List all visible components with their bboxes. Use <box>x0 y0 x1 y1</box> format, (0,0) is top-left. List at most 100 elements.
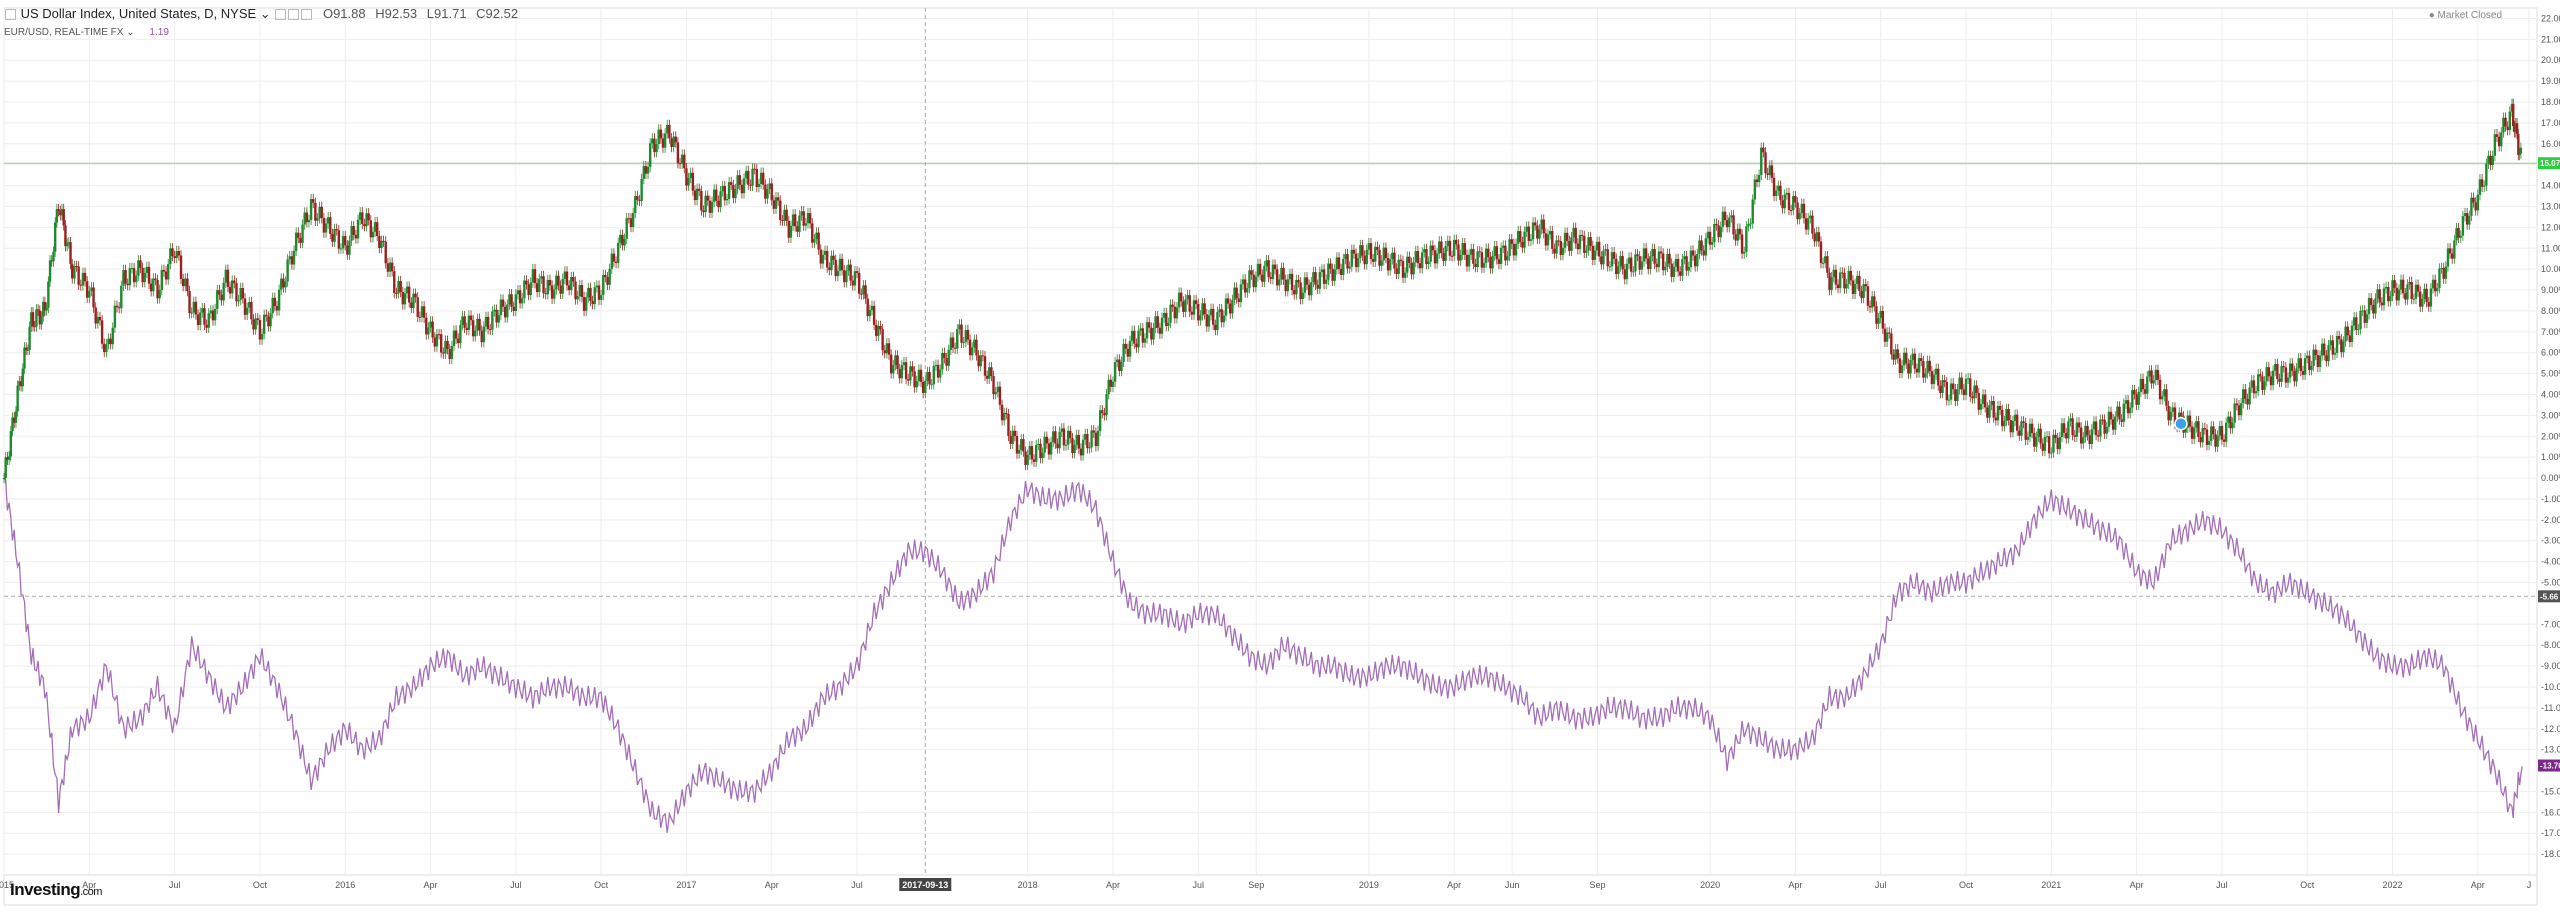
candle-body <box>2133 390 2136 395</box>
candle-body <box>1271 264 1275 279</box>
candle-body <box>376 222 379 237</box>
candle-body <box>2318 355 2322 367</box>
candle-body <box>1525 226 1528 232</box>
candle-body <box>1954 389 1957 401</box>
candle-body <box>538 278 541 293</box>
candle-body <box>1548 231 1552 235</box>
candle-body <box>1920 358 1923 361</box>
candle-body <box>2269 376 2273 386</box>
symbol-title[interactable]: US Dollar Index, United States, D, NYSE <box>20 6 257 21</box>
candle-body <box>1472 249 1475 264</box>
candle-body <box>350 226 353 241</box>
candle-body <box>2030 423 2034 434</box>
overlay-last-badge-label: -13.76% <box>2540 762 2560 771</box>
candle-body <box>766 189 769 199</box>
candle-body <box>1369 243 1373 260</box>
candle-body <box>85 281 89 298</box>
candle-body <box>1489 257 1492 269</box>
candle-body <box>1173 306 1176 319</box>
chevron-down-icon[interactable]: ⌄ <box>259 6 271 21</box>
candle-body <box>130 268 134 270</box>
candle-body <box>953 347 957 349</box>
candle-body <box>2103 419 2106 434</box>
x-tick-label: 2017 <box>676 880 696 890</box>
candle-body <box>608 268 611 285</box>
investing-logo: Investing.com <box>10 880 102 900</box>
candle-body <box>2463 213 2467 217</box>
candle-body <box>1917 358 1921 373</box>
candle-body <box>1653 248 1656 264</box>
candle-body <box>896 355 899 370</box>
candle-body <box>1732 215 1735 235</box>
y-tick-label: 6.00% <box>2541 348 2560 358</box>
candle-body <box>149 283 153 292</box>
candle-body <box>672 136 675 147</box>
candle-body <box>348 240 351 255</box>
candle-body <box>977 355 980 367</box>
candle-body <box>2517 134 2520 156</box>
candle-body <box>956 329 959 349</box>
candle-body <box>1015 435 1019 454</box>
candle-body <box>1755 179 1759 183</box>
candle-body <box>341 236 345 249</box>
candle-body <box>1979 403 1983 410</box>
collapse-toggle-icon[interactable] <box>5 9 16 21</box>
candle-body <box>544 293 547 295</box>
candle-body <box>331 233 334 242</box>
candle-body <box>13 417 16 423</box>
status-dot-icon: ● <box>2428 10 2435 21</box>
x-tick-label: Apr <box>1106 880 1120 890</box>
event-marker-icon[interactable] <box>2174 416 2188 431</box>
candle-body <box>305 212 309 223</box>
candle-body <box>1043 436 1046 453</box>
candle-body <box>439 334 443 353</box>
candle-body <box>2453 240 2456 259</box>
candle-body <box>587 287 590 298</box>
candle-body <box>365 213 368 227</box>
candle-body <box>435 334 439 347</box>
candle-body <box>706 195 709 201</box>
candle-body <box>1058 431 1061 449</box>
candle-body <box>1218 309 1221 312</box>
candle-body <box>2203 428 2207 430</box>
candle-body <box>1391 252 1394 260</box>
candle-body <box>1007 414 1010 436</box>
candle-body <box>1499 247 1503 264</box>
candle-body <box>648 143 652 167</box>
candle-body <box>930 384 933 386</box>
candle-body <box>1152 328 1155 340</box>
candle-body <box>2350 325 2354 343</box>
close-icon[interactable] <box>301 9 313 21</box>
candle-body <box>1679 271 1682 276</box>
candle-body <box>1565 232 1569 241</box>
candle-body <box>700 190 703 211</box>
overlay-symbol[interactable]: EUR/USD, REAL-TIME FX <box>4 27 124 38</box>
candle-body <box>2092 421 2096 430</box>
candle-body <box>2192 427 2196 439</box>
candle-body <box>1184 299 1187 312</box>
x-tick-label: Apr <box>2471 880 2485 890</box>
candle-body <box>1934 368 1938 375</box>
candle-body <box>1367 243 1371 250</box>
chevron-down-icon[interactable]: ⌄ <box>126 27 135 38</box>
candle-body <box>636 196 639 201</box>
candle-body <box>2310 365 2313 371</box>
candle-body <box>2344 326 2347 342</box>
candle-body <box>1802 203 1806 219</box>
candle-body <box>2156 369 2160 380</box>
event-marker[interactable] <box>2174 416 2188 431</box>
candle-body <box>1606 249 1609 267</box>
candle-body <box>1664 266 1667 271</box>
candle-body <box>1902 352 1906 366</box>
candle-body <box>2325 355 2328 362</box>
candle-body <box>783 209 786 221</box>
candle-body <box>727 182 731 199</box>
candle-body <box>2222 439 2226 442</box>
candle-body <box>689 172 692 179</box>
eye-icon[interactable] <box>275 9 287 21</box>
candle-body <box>1743 251 1746 254</box>
settings-icon[interactable] <box>288 9 300 21</box>
candle-body <box>2186 415 2189 428</box>
candle-body <box>1696 254 1699 267</box>
